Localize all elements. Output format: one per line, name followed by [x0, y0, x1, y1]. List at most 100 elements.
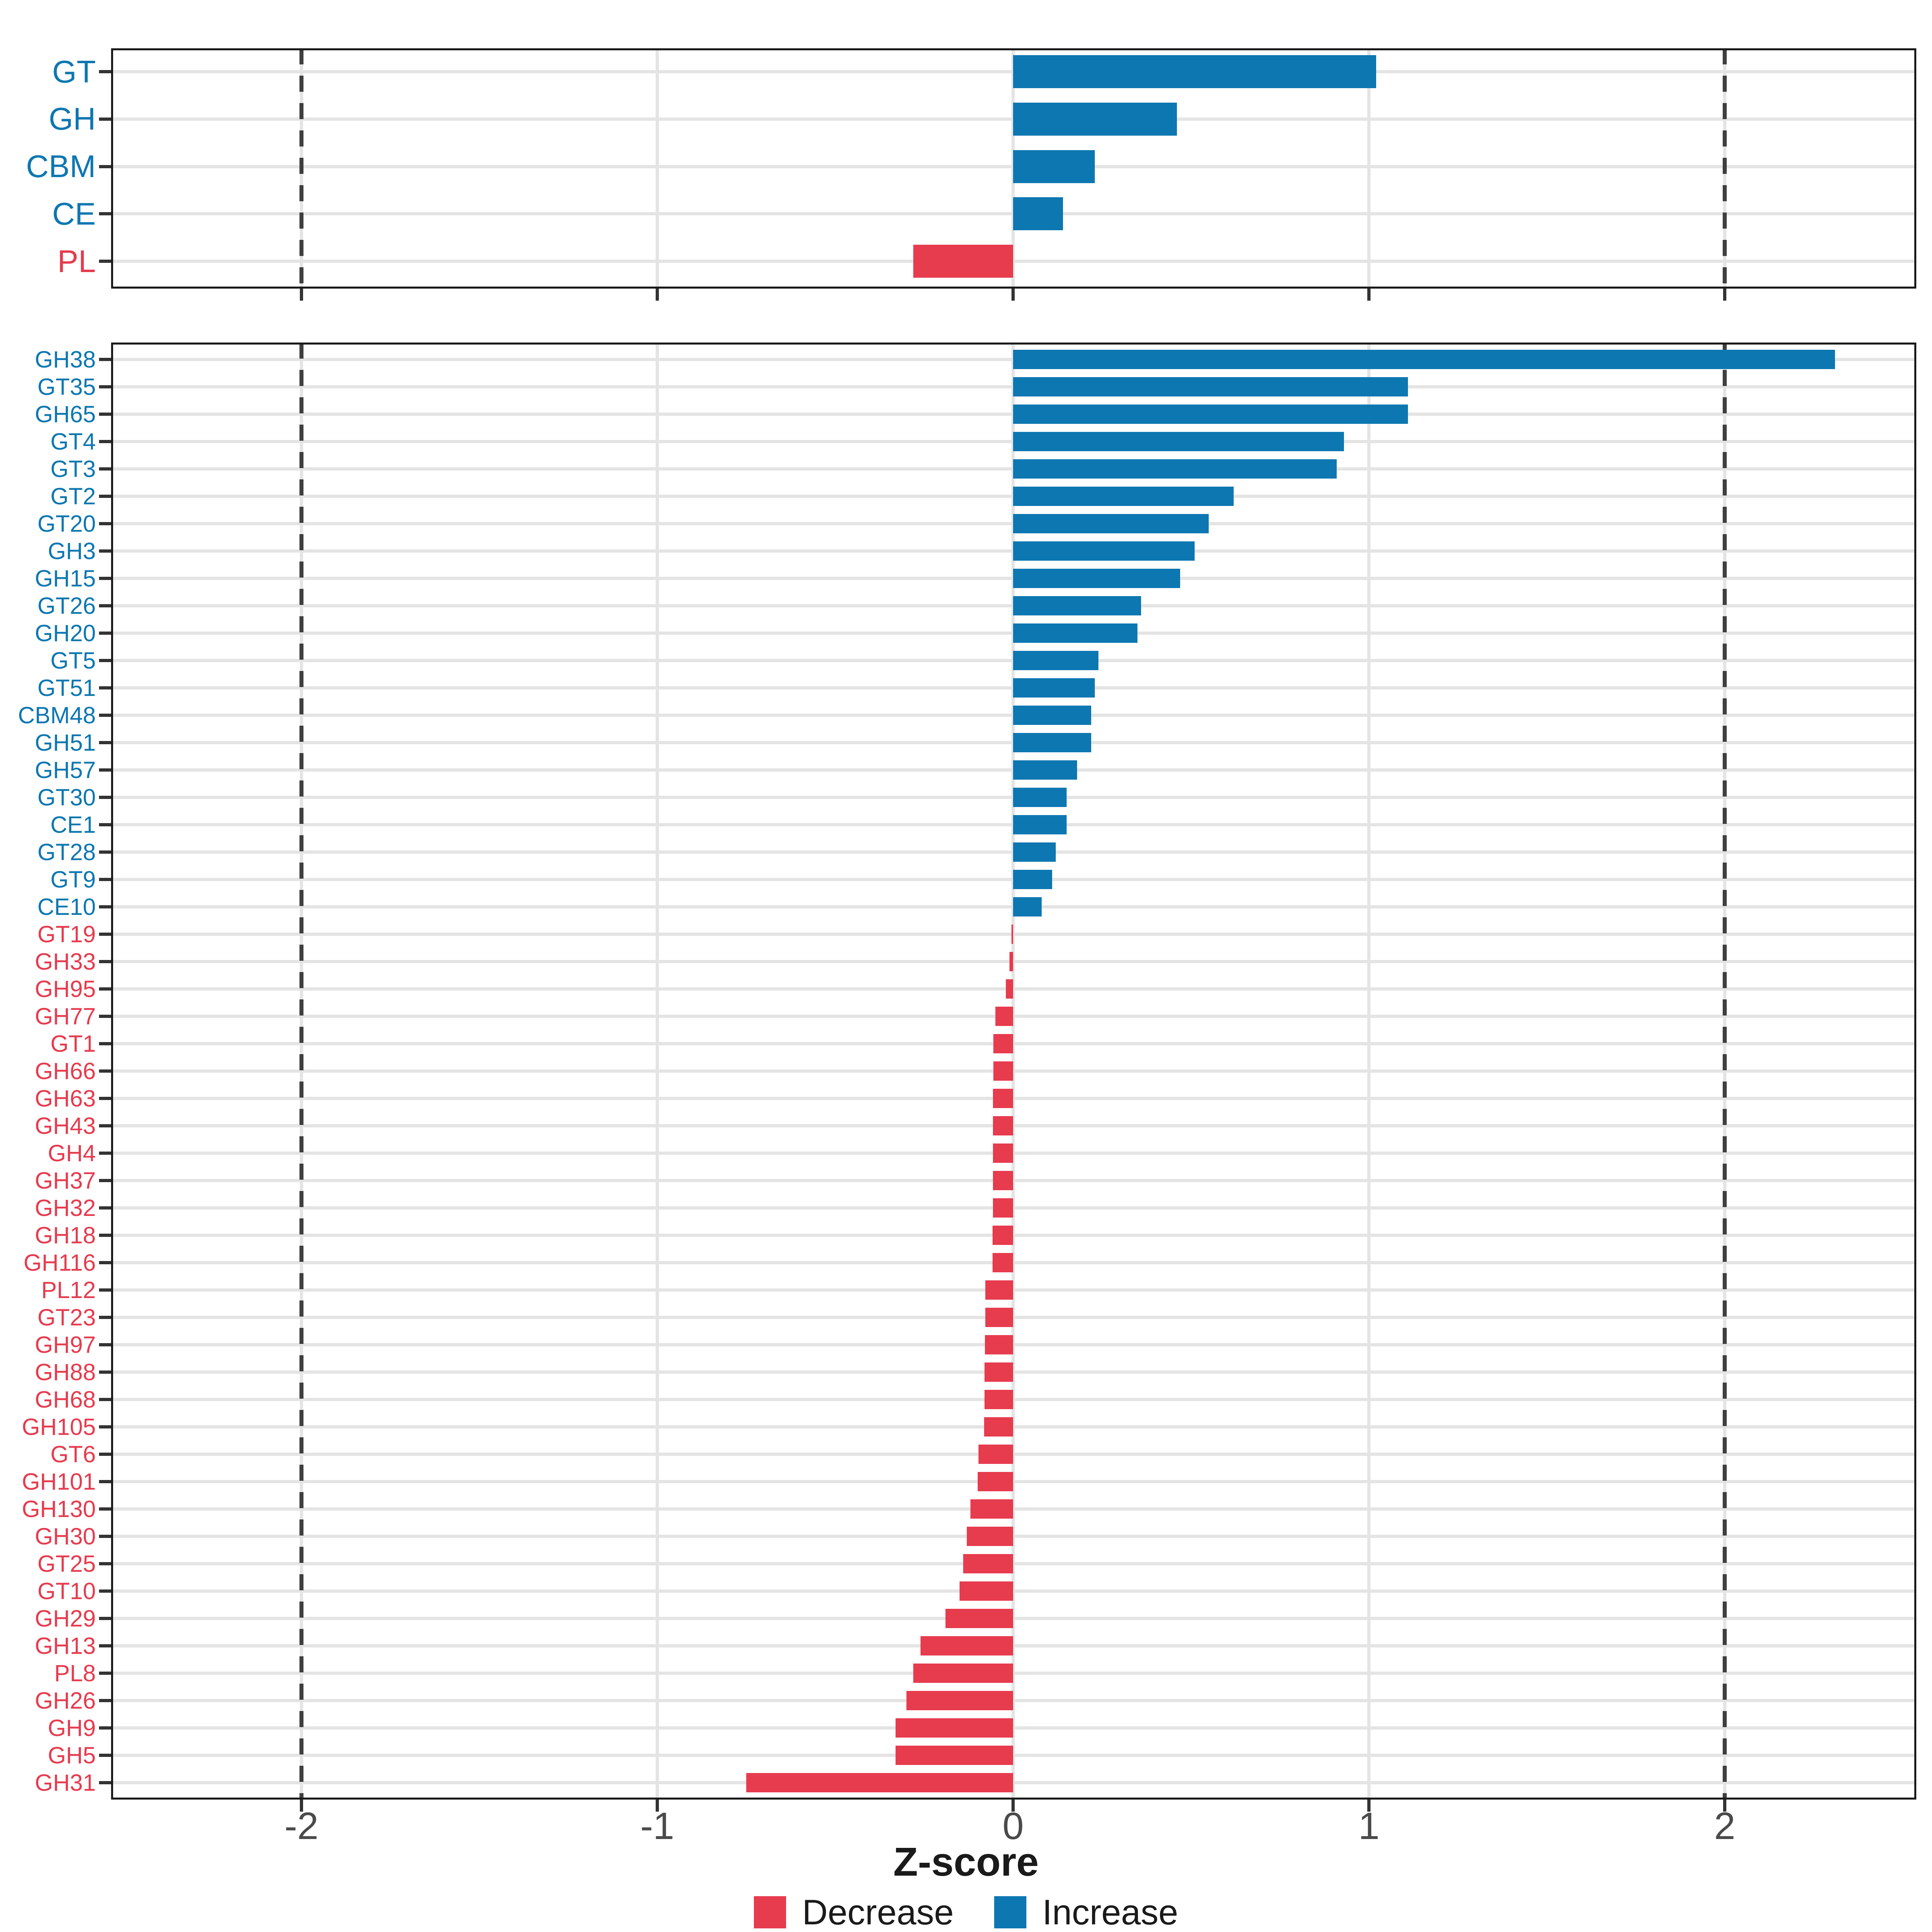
y-tick-label: CE1 [50, 811, 96, 838]
bar-GH57 [1013, 760, 1077, 780]
y-tick-label: GT3 [50, 456, 96, 482]
bar-CBM48 [1013, 706, 1092, 725]
x-gridline [1367, 48, 1371, 289]
bar-GH66 [993, 1061, 1013, 1081]
y-tick [99, 1179, 111, 1182]
bar-PL8 [913, 1664, 1013, 1683]
y-tick [99, 1562, 111, 1565]
y-tick [99, 741, 111, 744]
y-tick-label: GT30 [37, 784, 96, 811]
y-tick [99, 1288, 111, 1292]
y-tick-label: GH68 [35, 1386, 96, 1413]
y-tick [99, 1672, 111, 1675]
y-tick-label: GH95 [35, 976, 96, 1002]
y-tick-label: GH32 [35, 1195, 96, 1221]
y-tick [99, 1343, 111, 1346]
y-tick-label: GH101 [22, 1468, 96, 1495]
y-tick-label: GT1 [50, 1030, 96, 1057]
y-tick-label: GH88 [35, 1359, 96, 1385]
x-tick [656, 1800, 659, 1812]
bar-GH30 [967, 1527, 1013, 1546]
bar-GH4 [993, 1144, 1013, 1163]
y-tick [99, 1699, 111, 1702]
y-tick-label: GT [52, 54, 96, 89]
y-tick-label: GT6 [50, 1441, 96, 1468]
y-tick [99, 878, 111, 881]
reference-dashed-line [1723, 343, 1727, 1800]
y-tick [99, 385, 111, 388]
bar-GH3 [1013, 541, 1195, 561]
bar-GT28 [1013, 842, 1056, 862]
y-tick-label: PL8 [54, 1660, 96, 1686]
x-tick [1723, 1800, 1726, 1812]
bar-GH38 [1013, 350, 1835, 369]
y-tick [99, 1234, 111, 1237]
y-tick-label: GH30 [35, 1523, 96, 1550]
bar-GH32 [993, 1198, 1013, 1218]
y-tick [99, 1754, 111, 1757]
y-tick-label: GH130 [22, 1496, 96, 1522]
bar-GH20 [1013, 623, 1138, 643]
bar-GH18 [992, 1226, 1013, 1245]
y-tick [99, 632, 111, 635]
y-tick-label: GH [49, 101, 96, 137]
x-tick [1011, 1800, 1015, 1812]
y-tick [99, 413, 111, 416]
bar-GH33 [1009, 952, 1013, 971]
bar-GH116 [992, 1253, 1013, 1272]
bar-GT3 [1013, 459, 1337, 479]
legend-label-decrease: Decrease [802, 1892, 954, 1932]
y-tick [99, 1781, 111, 1784]
y-tick [99, 1261, 111, 1264]
y-tick [99, 1726, 111, 1730]
y-tick-label: GT9 [50, 866, 96, 893]
x-tick [1367, 289, 1371, 301]
y-tick-label: GH63 [35, 1085, 96, 1112]
y-tick-label: GT4 [50, 428, 96, 455]
panel-border [111, 48, 1916, 289]
x-tick-label: 0 [1002, 1805, 1024, 1847]
y-tick-label: GH65 [35, 401, 96, 427]
bar-GT20 [1013, 514, 1209, 533]
bar-PL12 [985, 1280, 1013, 1300]
y-tick [99, 549, 111, 553]
y-tick [99, 1042, 111, 1045]
y-tick [99, 495, 111, 498]
y-tick [99, 358, 111, 361]
bar-GT51 [1013, 678, 1095, 698]
x-tick-label: 2 [1714, 1805, 1736, 1847]
bar-CE1 [1013, 815, 1067, 834]
y-tick-label: GH20 [35, 620, 96, 646]
legend-item-increase: Increase [994, 1894, 1178, 1930]
y-tick-label: GT5 [50, 647, 96, 674]
bar-GT26 [1013, 596, 1141, 615]
y-tick-label: GH31 [35, 1769, 96, 1796]
y-tick-label: GH3 [47, 538, 96, 564]
bar-GH95 [1006, 979, 1013, 999]
bar-GH88 [985, 1362, 1013, 1382]
y-tick [99, 1206, 111, 1210]
y-tick [99, 1097, 111, 1100]
y-tick [99, 522, 111, 525]
y-tick [99, 987, 111, 991]
bar-GH9 [896, 1718, 1013, 1738]
y-tick-label: GH116 [23, 1249, 96, 1276]
y-tick-label: GH33 [35, 948, 96, 975]
y-tick-label: CE10 [37, 894, 96, 920]
bar-GH13 [921, 1636, 1013, 1655]
y-tick-label: CE [52, 196, 96, 231]
reference-dashed-line [1723, 48, 1727, 289]
y-tick-label: GH77 [35, 1003, 96, 1030]
y-tick [99, 850, 111, 854]
y-tick [99, 1069, 111, 1073]
y-tick-label: GH26 [35, 1687, 96, 1714]
y-tick-label: PL [57, 243, 96, 279]
y-tick [99, 577, 111, 580]
bar-CBM [1013, 150, 1095, 183]
y-tick [99, 117, 111, 121]
x-gridline [656, 343, 659, 1800]
x-tick-label: -1 [640, 1805, 675, 1847]
y-tick-label: GH97 [35, 1331, 96, 1358]
bar-GH43 [993, 1116, 1013, 1135]
